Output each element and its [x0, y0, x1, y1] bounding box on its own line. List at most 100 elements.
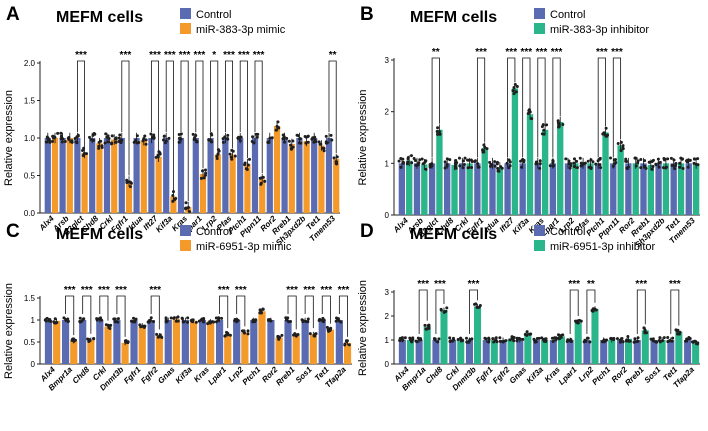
data-point — [508, 338, 512, 342]
data-point — [606, 133, 610, 137]
data-point — [519, 337, 523, 341]
bar — [670, 163, 677, 215]
significance-label: *** — [235, 285, 247, 296]
bar — [489, 163, 496, 215]
data-point — [634, 156, 638, 160]
data-point — [515, 84, 519, 88]
data-point — [460, 339, 464, 343]
x-tick-label: Lpar1 — [557, 365, 579, 387]
bar — [163, 138, 170, 213]
significance-bracket — [328, 60, 337, 153]
data-point — [671, 336, 675, 340]
y-tick-label: 3 — [385, 56, 390, 65]
data-point — [252, 141, 256, 145]
data-point — [567, 159, 571, 163]
significance-bracket — [219, 295, 229, 329]
data-point — [466, 158, 470, 162]
bar — [677, 163, 685, 215]
data-point — [445, 306, 449, 310]
bar — [406, 340, 414, 364]
data-point — [214, 316, 218, 320]
data-point — [601, 132, 605, 136]
data-point — [259, 309, 263, 313]
significance-label: *** — [149, 285, 161, 296]
data-point — [290, 147, 294, 151]
data-point — [409, 338, 413, 342]
data-point — [488, 164, 492, 168]
data-point — [311, 136, 315, 140]
data-point — [45, 316, 49, 320]
data-point — [435, 129, 439, 133]
data-point — [669, 156, 673, 160]
data-point — [609, 156, 613, 160]
bar — [172, 319, 181, 364]
significance-label: *** — [64, 285, 76, 296]
legend-label: miR-6951-3p mimic — [196, 241, 292, 253]
data-point — [194, 134, 198, 138]
significance-bracket — [476, 57, 486, 158]
significance-label: *** — [475, 47, 487, 58]
bar — [318, 320, 326, 364]
data-point — [685, 158, 689, 162]
legend-label: Control — [550, 226, 585, 238]
bar — [103, 138, 111, 213]
data-point — [89, 138, 93, 142]
data-point — [289, 143, 293, 147]
data-point — [487, 337, 491, 341]
significance-bracket — [165, 60, 174, 191]
data-point — [558, 334, 562, 338]
bar — [633, 340, 641, 364]
data-point — [270, 136, 274, 140]
significance-bracket — [552, 57, 561, 158]
data-point — [186, 316, 190, 320]
data-point — [248, 157, 252, 161]
data-point — [463, 156, 467, 160]
x-tick-label: Chd8 — [424, 365, 445, 386]
data-point — [246, 332, 250, 336]
data-point — [287, 139, 291, 143]
data-point — [283, 140, 287, 144]
data-point — [128, 185, 132, 189]
bar — [199, 174, 207, 213]
data-point — [87, 337, 91, 341]
x-tick-label: Lpar1 — [206, 365, 228, 387]
x-tick-label: Sos1 — [294, 365, 314, 385]
data-point — [324, 134, 328, 138]
x-tick-label: Sos1 — [643, 365, 663, 385]
data-point — [97, 140, 101, 144]
data-point — [467, 340, 471, 344]
data-point — [469, 158, 473, 162]
significance-bracket — [586, 289, 596, 334]
data-point — [164, 139, 168, 143]
data-point — [458, 164, 462, 168]
data-point — [184, 201, 188, 205]
data-point — [500, 166, 504, 170]
data-point — [230, 157, 234, 161]
data-point — [634, 164, 638, 168]
data-point — [430, 164, 434, 168]
data-point — [520, 158, 524, 162]
data-point — [176, 315, 180, 319]
data-point — [66, 317, 70, 321]
bar — [579, 163, 587, 215]
data-point — [537, 336, 541, 340]
significance-label: *** — [253, 50, 265, 61]
data-point — [401, 338, 405, 342]
data-point — [215, 156, 219, 160]
bar — [572, 163, 579, 215]
significance-label: *** — [551, 47, 563, 58]
bar — [296, 138, 303, 213]
data-point — [513, 82, 517, 86]
bar — [481, 147, 488, 215]
bar — [189, 320, 198, 364]
data-point — [322, 318, 326, 322]
significance-bracket — [210, 60, 219, 149]
data-point — [156, 155, 160, 159]
data-point — [81, 318, 85, 322]
data-point — [696, 341, 700, 345]
data-point — [397, 159, 401, 163]
data-point — [542, 128, 546, 132]
bar — [318, 145, 325, 213]
data-point — [553, 336, 557, 340]
bar — [541, 129, 549, 215]
